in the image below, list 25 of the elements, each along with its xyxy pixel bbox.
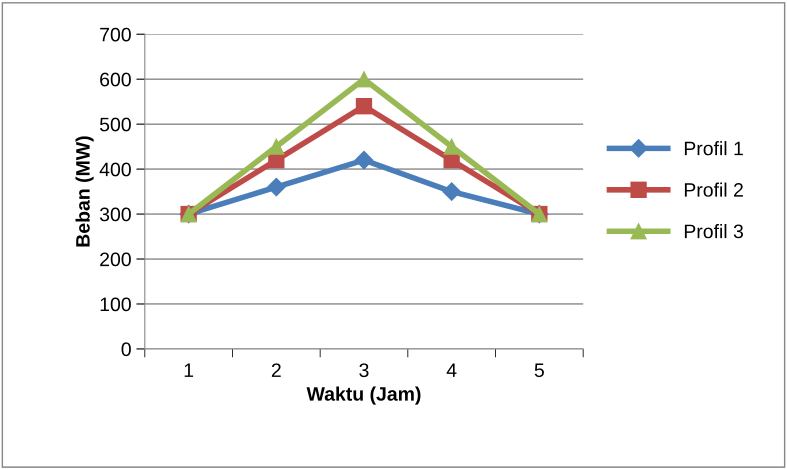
point: [444, 138, 460, 155]
point: [268, 138, 284, 155]
y-tick-label: 300: [100, 208, 131, 222]
legend-label: Profil 1: [684, 141, 743, 156]
x-axis-title: Waktu (Jam): [306, 386, 420, 405]
point: [266, 178, 286, 196]
y-tick-label: 200: [100, 252, 131, 266]
point: [356, 98, 372, 114]
x-tick-label: 2: [272, 363, 281, 377]
legend-label: Profil 2: [684, 182, 743, 197]
y-tick-label: 500: [100, 118, 131, 132]
x-tick-label: 1: [184, 364, 194, 377]
y-tick-label: 0: [122, 342, 131, 356]
y-tick-label: 700: [100, 28, 131, 42]
x-tick-label: 3: [359, 363, 369, 378]
point: [442, 182, 462, 201]
y-tick-label: 400: [100, 162, 131, 176]
x-tick-label: 4: [446, 364, 456, 377]
y-tick-label: 600: [100, 72, 131, 86]
legend-label: Profil 3: [684, 224, 743, 238]
x-tick-label: 5: [534, 364, 544, 378]
y-axis-title: Beban (MW): [75, 136, 94, 246]
point: [354, 150, 374, 170]
y-tick-label: 100: [100, 297, 131, 312]
point: [356, 71, 372, 88]
